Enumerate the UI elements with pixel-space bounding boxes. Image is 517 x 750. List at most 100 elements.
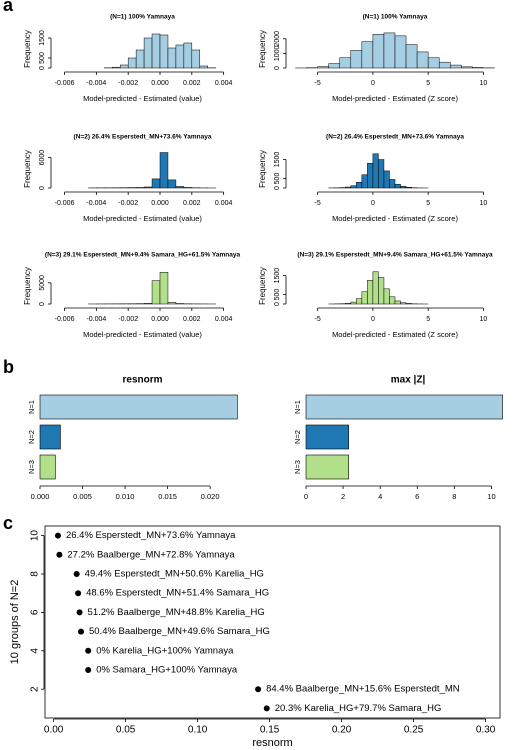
y-tick-label: 0 (274, 186, 281, 190)
plot-frame (44, 525, 501, 719)
histogram-bar (378, 159, 385, 189)
histogram-bar (199, 65, 208, 69)
panel-label: c (3, 513, 13, 533)
histogram-bar (119, 64, 129, 69)
y-tick-label: 0 (39, 66, 46, 70)
histogram-bar (143, 303, 153, 305)
category-label: N=1 (293, 400, 302, 414)
histogram-bar (400, 186, 407, 189)
category-label: N=2 (293, 430, 302, 444)
x-axis-label: Model-predicted - Estimated (Z score) (332, 330, 458, 339)
point-label: 84.4% Baalberge_MN+15.6% Esperstedt_MN (266, 684, 460, 695)
histogram-bar (143, 186, 153, 189)
histogram-bar (159, 152, 169, 189)
x-tick-label: -5 (315, 200, 321, 207)
histogram-bar (389, 296, 396, 305)
histogram-bar (135, 49, 145, 69)
histogram-bar (389, 179, 396, 189)
bar (305, 454, 349, 480)
histogram-bar (167, 47, 177, 69)
x-tick-label: 5 (426, 80, 430, 87)
x-tick-label: 0.015 (158, 492, 177, 501)
y-axis-label: Frequency (258, 267, 267, 305)
x-tick-label: 0.000 (151, 316, 169, 323)
point (54, 532, 61, 539)
histogram-bar (461, 66, 473, 69)
point-label: 48.6% Esperstedt_MN+51.4% Samara_HG (86, 588, 269, 599)
point (263, 705, 270, 712)
histogram-bar (394, 183, 401, 189)
histogram-bar (378, 277, 385, 305)
x-tick-label: -0.002 (118, 80, 138, 87)
histogram-bar (383, 288, 390, 305)
point-label: 0% Samara_HG+100% Yamnaya (96, 665, 238, 676)
histogram-bar (345, 302, 352, 305)
histogram-bar (361, 174, 368, 189)
chart-title: (N=2) 26.4% Esperstedt_MN+73.6% Yamnaya (326, 134, 464, 141)
histogram-bar (175, 186, 185, 189)
y-axis-label: Frequency (258, 30, 267, 68)
y-tick-label: 500 (274, 289, 281, 301)
histogram-bar (175, 44, 185, 69)
histogram-bar (372, 271, 379, 305)
x-axis-label: Model-predicted - Estimated (value) (83, 330, 202, 339)
histogram-bar (159, 271, 169, 305)
histogram-bar (350, 185, 357, 189)
histogram-bar (159, 34, 169, 69)
point-label: 20.3% Karelia_HG+79.7% Samara_HG (275, 703, 442, 714)
x-tick-label: -0.006 (55, 80, 75, 87)
chart-title: (N=1) 100% Yamnaya (363, 14, 428, 21)
x-axis-label: resnorm (252, 737, 292, 749)
x-tick-label: 10 (480, 316, 488, 323)
y-tick-label: 500 (274, 173, 281, 185)
chart-title: (N=3) 29.1% Esperstedt_MN+9.4% Samara_HG… (297, 252, 493, 259)
chart-title: max |Z| (391, 375, 426, 386)
x-tick-label: 0.15 (260, 725, 280, 736)
histogram-bar (427, 57, 440, 69)
x-tick-label: 0.10 (188, 725, 208, 736)
y-tick-label: 4 (30, 648, 41, 654)
y-axis-label: Frequency (23, 150, 32, 188)
x-tick-label: 5 (426, 316, 430, 323)
y-tick-label: 5000 (39, 275, 46, 291)
point-label: 49.4% Esperstedt_MN+50.6% Karelia_HG (85, 569, 264, 580)
point (77, 628, 84, 635)
point-label: 26.4% Esperstedt_MN+73.6% Yamnaya (66, 530, 236, 541)
histogram-bar (383, 32, 396, 69)
histogram-bar (183, 187, 193, 189)
histogram-bar (383, 170, 390, 189)
bar (39, 394, 238, 420)
x-tick-label: 6 (415, 492, 419, 501)
y-tick-label: 1500 (274, 268, 281, 284)
bar (39, 454, 56, 480)
histogram-bar (450, 64, 462, 69)
point (255, 686, 262, 693)
bar (305, 394, 503, 420)
histogram-bar (361, 41, 374, 69)
y-tick-label: 0 (39, 302, 46, 306)
histogram-bar (438, 61, 451, 69)
y-axis-label: Frequency (258, 150, 267, 188)
y-tick-label: 2000 (274, 31, 281, 47)
x-axis-label: Model-predicted - Estimated (value) (83, 214, 202, 223)
histogram-bar (135, 187, 145, 189)
x-tick-label: 0.020 (201, 492, 220, 501)
panel-label: b (3, 357, 14, 377)
y-axis-label: Frequency (23, 30, 32, 68)
x-tick-label: 0.004 (215, 80, 233, 87)
histogram-bar (151, 33, 161, 69)
histogram-bar (367, 280, 374, 305)
category-label: N=1 (27, 400, 36, 414)
point-label: 0% Karelia_HG+100% Yamnaya (96, 645, 234, 656)
y-tick-label: 8 (30, 571, 41, 577)
y-tick-label: 0 (274, 66, 281, 70)
histogram-bar (356, 298, 363, 305)
x-tick-label: 0 (371, 80, 375, 87)
x-tick-label: 0 (371, 316, 375, 323)
bar (305, 424, 349, 450)
histogram-bar (127, 57, 137, 69)
point-label: 27.2% Baalberge_MN+72.8% Yamnaya (67, 549, 235, 560)
x-tick-label: 0.000 (151, 200, 169, 207)
x-tick-label: -0.004 (86, 200, 106, 207)
